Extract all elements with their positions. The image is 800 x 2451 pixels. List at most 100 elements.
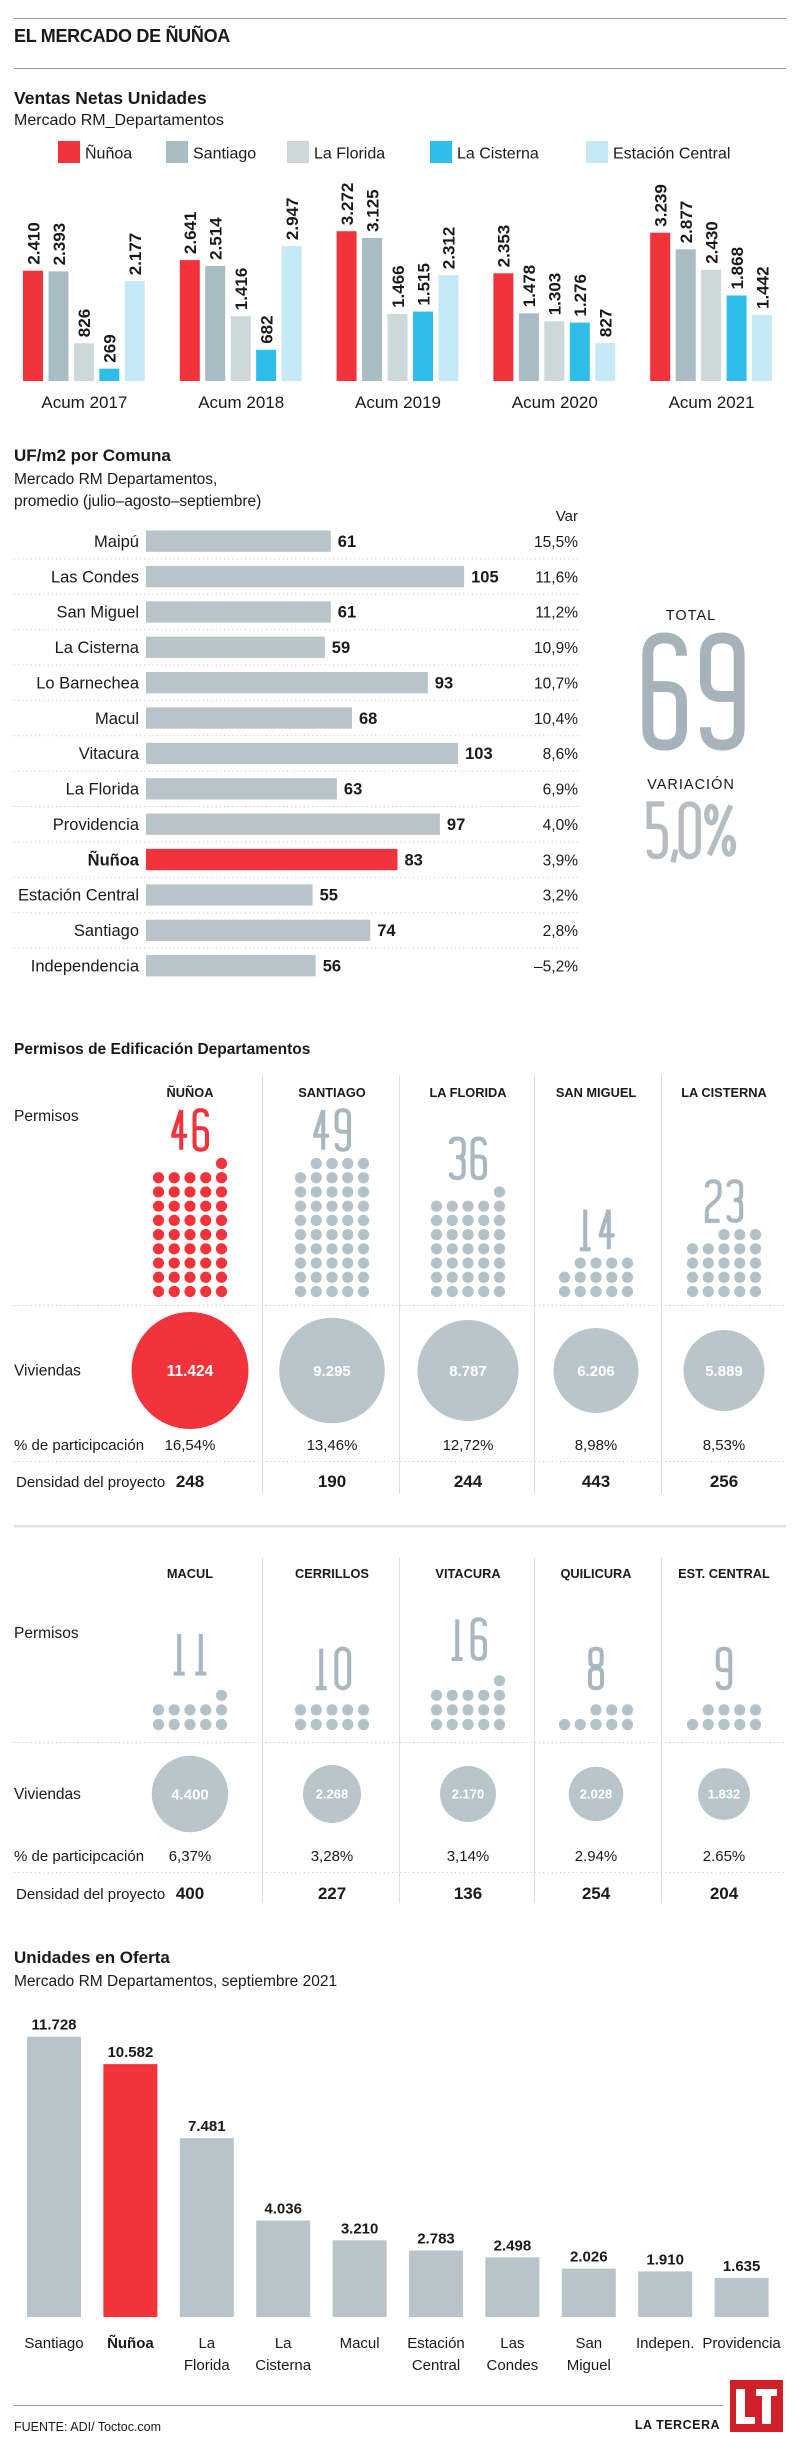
svg-text:63: 63 (344, 781, 362, 799)
svg-text:Permisos de Edificación Depart: Permisos de Edificación Departamentos (14, 1041, 310, 1058)
svg-text:3.210: 3.210 (341, 2220, 379, 2237)
svg-text:9.295: 9.295 (313, 1363, 351, 1380)
svg-text:Cisterna: Cisterna (255, 2357, 312, 2374)
svg-text:10,9%: 10,9% (534, 640, 578, 657)
svg-text:1.910: 1.910 (646, 2251, 684, 2268)
svg-text:Santiago: Santiago (74, 922, 139, 940)
svg-text:5.889: 5.889 (705, 1363, 743, 1380)
svg-text:56: 56 (323, 958, 341, 976)
svg-text:UF/m2 por Comuna: UF/m2 por Comuna (14, 446, 171, 465)
svg-text:2.028: 2.028 (580, 1787, 613, 1802)
svg-text:Acum 2020: Acum 2020 (512, 393, 598, 412)
svg-text:10,7%: 10,7% (534, 676, 578, 693)
svg-text:Ñuñoa: Ñuñoa (88, 849, 140, 869)
svg-text:6,9%: 6,9% (543, 782, 579, 799)
svg-text:Acum 2017: Acum 2017 (41, 393, 127, 412)
svg-text:11.424: 11.424 (167, 1363, 214, 1380)
svg-text:1.868: 1.868 (728, 247, 747, 290)
svg-text:83: 83 (405, 851, 423, 869)
svg-text:ÑUÑOA: ÑUÑOA (167, 1085, 214, 1100)
svg-text:Providencia: Providencia (53, 816, 140, 834)
svg-text:103: 103 (465, 745, 493, 763)
svg-text:1.276: 1.276 (571, 274, 590, 317)
svg-text:2.268: 2.268 (316, 1787, 349, 1802)
svg-text:Acum 2021: Acum 2021 (669, 393, 755, 412)
svg-text:400: 400 (176, 1884, 204, 1903)
svg-text:Independencia: Independencia (31, 958, 140, 976)
svg-text:Acum 2019: Acum 2019 (355, 393, 441, 412)
svg-text:8,98%: 8,98% (575, 1437, 618, 1454)
svg-text:97: 97 (447, 816, 465, 834)
svg-text:6.206: 6.206 (577, 1363, 615, 1380)
svg-text:Providencia: Providencia (702, 2335, 781, 2352)
svg-text:59: 59 (332, 639, 350, 657)
svg-text:Macul: Macul (95, 710, 139, 728)
svg-text:Miguel: Miguel (567, 2357, 611, 2374)
svg-text:La Cisterna: La Cisterna (55, 639, 140, 657)
svg-text:1.515: 1.515 (414, 263, 433, 306)
svg-text:La Florida: La Florida (66, 781, 140, 799)
svg-text:Vitacura: Vitacura (79, 745, 140, 763)
svg-text:269: 269 (101, 334, 120, 362)
svg-text:2.430: 2.430 (702, 221, 721, 264)
svg-text:190: 190 (318, 1472, 346, 1491)
svg-text:VITACURA: VITACURA (435, 1566, 500, 1581)
svg-text:LA CISTERNA: LA CISTERNA (681, 1085, 767, 1100)
svg-text:3,14%: 3,14% (447, 1848, 490, 1865)
svg-text:16,54%: 16,54% (165, 1437, 216, 1454)
svg-text:Maipú: Maipú (94, 533, 139, 551)
svg-text:2.353: 2.353 (495, 225, 514, 268)
svg-text:CERRILLOS: CERRILLOS (295, 1566, 369, 1581)
svg-text:11.728: 11.728 (31, 2017, 76, 2034)
svg-text:Densidad del proyecto: Densidad del proyecto (16, 1886, 165, 1903)
svg-text:Var: Var (556, 508, 578, 525)
svg-text:2.641: 2.641 (181, 212, 200, 255)
svg-text:Ñuñoa: Ñuñoa (107, 2334, 154, 2352)
svg-text:3,28%: 3,28% (311, 1848, 354, 1865)
svg-text:3.239: 3.239 (652, 184, 671, 227)
svg-text:6,37%: 6,37% (169, 1848, 212, 1865)
svg-text:1.832: 1.832 (708, 1787, 741, 1802)
svg-text:248: 248 (176, 1472, 204, 1491)
svg-text:4.400: 4.400 (171, 1786, 209, 1803)
svg-text:Santiago: Santiago (24, 2335, 83, 2352)
svg-text:Central: Central (412, 2357, 460, 2374)
svg-text:1.416: 1.416 (232, 268, 251, 311)
svg-text:2.498: 2.498 (494, 2237, 532, 2254)
svg-text:Mercado RM Departamentos,: Mercado RM Departamentos, (14, 471, 217, 488)
svg-text:Ventas Netas Unidades: Ventas Netas Unidades (14, 88, 207, 108)
svg-text:2.026: 2.026 (570, 2249, 608, 2266)
svg-text:Acum 2018: Acum 2018 (198, 393, 284, 412)
svg-text:SANTIAGO: SANTIAGO (298, 1085, 366, 1100)
svg-text:Las: Las (500, 2335, 524, 2352)
svg-text:San Miguel: San Miguel (56, 604, 139, 622)
svg-text:% de participcación: % de participcación (14, 1848, 144, 1865)
svg-text:254: 254 (582, 1884, 611, 1903)
svg-text:Unidades en Oferta: Unidades en Oferta (14, 1948, 170, 1967)
svg-text:2.947: 2.947 (283, 198, 302, 241)
svg-text:La Florida: La Florida (314, 146, 385, 163)
svg-text:3,9%: 3,9% (543, 852, 579, 869)
svg-text:La Cisterna: La Cisterna (457, 146, 539, 163)
svg-text:Macul: Macul (340, 2335, 380, 2352)
svg-text:EL MERCADO DE ÑUÑOA: EL MERCADO DE ÑUÑOA (14, 25, 230, 46)
svg-text:Indepen.: Indepen. (636, 2335, 694, 2352)
svg-text:FUENTE: ADI/ Toctoc.com: FUENTE: ADI/ Toctoc.com (14, 2420, 161, 2434)
svg-text:SAN MIGUEL: SAN MIGUEL (556, 1085, 637, 1100)
svg-text:13,46%: 13,46% (307, 1437, 358, 1454)
svg-text:2.410: 2.410 (24, 222, 43, 265)
svg-text:EST. CENTRAL: EST. CENTRAL (678, 1566, 770, 1581)
svg-text:2.393: 2.393 (50, 223, 69, 266)
svg-text:3,2%: 3,2% (543, 888, 579, 905)
svg-text:Estación Central: Estación Central (18, 887, 139, 905)
svg-text:2,8%: 2,8% (543, 923, 579, 940)
svg-text:2.783: 2.783 (417, 2231, 455, 2248)
svg-text:244: 244 (454, 1472, 483, 1491)
svg-text:8,6%: 8,6% (543, 746, 579, 763)
svg-text:3.272: 3.272 (338, 183, 357, 226)
svg-text:Viviendas: Viviendas (14, 1363, 81, 1380)
svg-text:204: 204 (710, 1884, 739, 1903)
svg-text:11,6%: 11,6% (535, 569, 578, 586)
svg-text:12,72%: 12,72% (443, 1437, 494, 1454)
svg-text:2.94%: 2.94% (575, 1848, 618, 1865)
